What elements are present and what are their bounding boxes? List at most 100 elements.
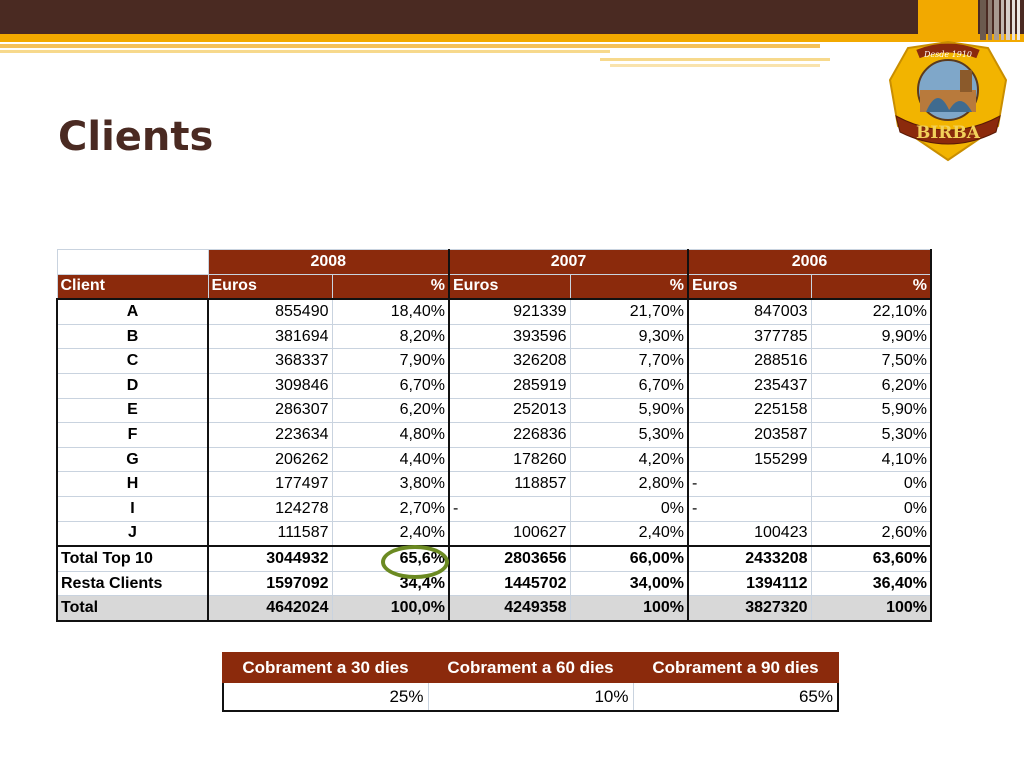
collection-table: Cobrament a 30 dies Cobrament a 60 dies … — [222, 652, 839, 712]
pct-cell: 5,30% — [810, 422, 932, 448]
pct-cell: 2,40% — [569, 520, 689, 548]
client-name-cell: Total Top 10 — [56, 545, 209, 572]
euros-cell: 368337 — [207, 348, 333, 374]
pct-cell: 100,0% — [331, 595, 450, 622]
highlight-circle — [381, 545, 449, 579]
pct-cell: 9,90% — [810, 323, 932, 350]
euros-cell: 111587 — [207, 520, 333, 548]
euros-cell: 155299 — [687, 446, 812, 473]
euros-cell: 393596 — [448, 323, 571, 350]
table-row: A 855490 18,40% 921339 21,70% 847003 22,10% — [56, 298, 932, 325]
pct-cell: 6,20% — [810, 372, 932, 399]
collection-value-30: 25% — [222, 681, 429, 712]
euros-cell: 286307 — [207, 397, 333, 424]
client-name-cell: F — [56, 422, 209, 448]
client-name-cell: B — [56, 323, 209, 350]
euros-cell: 1597092 — [207, 570, 333, 597]
collection-value-60: 10% — [427, 681, 634, 712]
pct-cell: 0% — [810, 495, 932, 522]
pct-cell: 5,90% — [569, 397, 689, 424]
table-row: B 381694 8,20% 393596 9,30% 377785 9,90% — [56, 323, 932, 350]
euros-cell: - — [687, 471, 812, 497]
euros-cell: 377785 — [687, 323, 812, 350]
pct-cell: 22,10% — [810, 298, 932, 325]
header-accent-line — [0, 50, 610, 53]
header-pct-2006: % — [810, 273, 932, 301]
euros-cell: 3044932 — [207, 545, 333, 572]
table-row: D 309846 6,70% 285919 6,70% 235437 6,20% — [56, 372, 932, 399]
client-name-cell: Resta Clients — [56, 570, 209, 597]
euros-cell: 124278 — [207, 495, 333, 522]
euros-cell: 2803656 — [448, 545, 571, 572]
pct-cell: 18,40% — [331, 298, 450, 325]
pct-cell: 4,40% — [331, 446, 450, 473]
euros-cell: 118857 — [448, 471, 571, 497]
corner-cell — [56, 249, 209, 275]
client-name-cell: J — [56, 520, 209, 548]
pct-cell: 7,70% — [569, 348, 689, 374]
table-row: F 223634 4,80% 226836 5,30% 203587 5,30% — [56, 422, 932, 448]
client-name-cell: E — [56, 397, 209, 424]
pct-cell: 0% — [569, 495, 689, 522]
euros-cell: 1445702 — [448, 570, 571, 597]
euros-cell: 177497 — [207, 471, 333, 497]
pct-cell: 34,00% — [569, 570, 689, 597]
year-2007: 2007 — [448, 249, 689, 275]
table-row: J 111587 2,40% 100627 2,40% 100423 2,60% — [56, 520, 932, 548]
pct-cell: 2,70% — [331, 495, 450, 522]
euros-cell: 288516 — [687, 348, 812, 374]
logo-top-text: Desde 1910 — [923, 50, 972, 59]
pct-cell: 7,50% — [810, 348, 932, 374]
euros-cell: 225158 — [687, 397, 812, 424]
pct-cell: 6,70% — [569, 372, 689, 399]
euros-cell: 2433208 — [687, 545, 812, 572]
table-row: C 368337 7,90% 326208 7,70% 288516 7,50% — [56, 348, 932, 374]
client-name-cell: A — [56, 298, 209, 325]
pct-cell: 4,10% — [810, 446, 932, 473]
pct-cell: 36,40% — [810, 570, 932, 597]
table-row: G 206262 4,40% 178260 4,20% 155299 4,10% — [56, 446, 932, 473]
client-name-cell: H — [56, 471, 209, 497]
header-pct-2008: % — [331, 273, 450, 301]
year-2008: 2008 — [207, 249, 450, 275]
client-name-cell: G — [56, 446, 209, 473]
header-accent-line — [0, 44, 820, 48]
euros-cell: 100423 — [687, 520, 812, 548]
pct-cell: 63,60% — [810, 545, 932, 572]
collection-header-60: Cobrament a 60 dies — [427, 652, 634, 683]
collection-value-row: 25% 10% 65% — [222, 681, 839, 712]
pct-cell: 4,80% — [331, 422, 450, 448]
table-row: H 177497 3,80% 118857 2,80% -0% — [56, 471, 932, 497]
pct-cell: 21,70% — [569, 298, 689, 325]
euros-cell: 309846 — [207, 372, 333, 399]
pct-cell: 100% — [569, 595, 689, 622]
collection-header-row: Cobrament a 30 dies Cobrament a 60 dies … — [222, 652, 839, 683]
euros-cell: 206262 — [207, 446, 333, 473]
pct-cell: 2,60% — [810, 520, 932, 548]
pct-cell: 3,80% — [331, 471, 450, 497]
clients-table: 2008 2007 2006 Client Euros % Euros % Eu… — [56, 249, 932, 622]
client-rows: A 855490 18,40% 921339 21,70% 847003 22,10% B 38… — [56, 298, 932, 548]
header-stripes — [918, 0, 1024, 40]
header-euros-2007: Euros — [448, 273, 571, 301]
euros-cell: 3827320 — [687, 595, 812, 622]
collection-header-30: Cobrament a 30 dies — [222, 652, 429, 683]
total-row: Resta Clients 1597092 34,4% 1445702 34,00% 13… — [56, 570, 932, 597]
header-band — [0, 0, 1024, 34]
pct-cell: 9,30% — [569, 323, 689, 350]
pct-cell: 100% — [810, 595, 932, 622]
pct-cell: 4,20% — [569, 446, 689, 473]
euros-cell: 921339 — [448, 298, 571, 325]
client-name-cell: C — [56, 348, 209, 374]
birba-logo: Desde 1910 BIRBA — [888, 40, 1008, 162]
client-name-cell: I — [56, 495, 209, 522]
slide-title: Clients — [58, 114, 214, 160]
column-header-row: Client Euros % Euros % Euros % — [56, 273, 932, 301]
euros-cell: 178260 — [448, 446, 571, 473]
header-accent-line — [600, 58, 830, 61]
total-rows: Total Top 10 3044932 65,6% 2803656 66,00% 243… — [56, 545, 932, 622]
year-2006: 2006 — [687, 249, 932, 275]
header-euros-2006: Euros — [687, 273, 812, 301]
year-header-row: 2008 2007 2006 — [56, 249, 932, 275]
euros-cell: 847003 — [687, 298, 812, 325]
